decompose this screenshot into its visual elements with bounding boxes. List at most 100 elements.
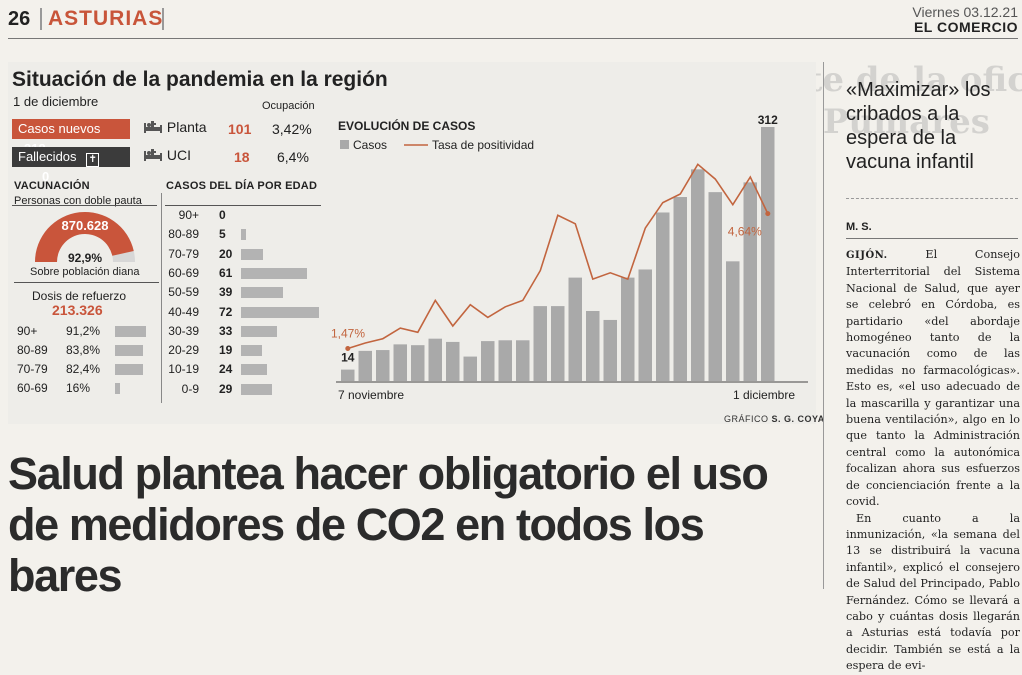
deaths-badge: Fallecidos ✝ 0 [12, 147, 130, 184]
infographic-date: 1 de diciembre [13, 94, 99, 109]
age-cases-value: 0 [219, 208, 226, 222]
dateline: GIJÓN. [846, 250, 888, 261]
booster-total: 213.326 [52, 302, 103, 318]
cases-bar [621, 277, 635, 381]
vaccinated-percent: 92,9% [68, 251, 102, 265]
occupancy-header: Ocupación [262, 100, 315, 112]
cases-bar [603, 319, 617, 381]
cases-bar [743, 182, 757, 381]
cases-bar [498, 340, 512, 381]
cases-bar [376, 350, 390, 381]
age-group: 50-59 [168, 285, 199, 300]
age-group: 70-79 [168, 246, 199, 261]
header-rule [8, 38, 1018, 39]
divider [162, 8, 164, 30]
age-cases-bar [241, 287, 284, 299]
side-article-title: «Maximizar» los cribados a la espera de … [846, 79, 991, 173]
first-rate-label: 1,47% [331, 327, 365, 341]
x-end-label: 1 diciembre [733, 388, 795, 402]
cases-bar [341, 369, 355, 381]
booster-pct: 82,4% [66, 362, 101, 376]
dashed-rule [846, 198, 1018, 203]
column-divider [823, 62, 824, 589]
cases-bar [533, 306, 547, 381]
cases-bar [428, 338, 442, 381]
booster-heading: Dosis de refuerzo [32, 289, 127, 303]
rate-point [345, 346, 351, 351]
age-group: 0-9 [181, 381, 199, 396]
booster-age: 70-79 [17, 362, 48, 376]
last-rate-label: 4,64% [728, 225, 762, 239]
age-group: 40-49 [168, 304, 199, 319]
age-group: 10-19 [168, 362, 199, 377]
rule [165, 205, 321, 206]
cases-bar [568, 277, 582, 381]
hospital-bed-icon [144, 121, 162, 133]
cases-by-age-heading: CASOS DEL DÍA POR EDAD [166, 180, 318, 192]
last-bar-label: 312 [758, 113, 778, 127]
booster-pct: 83,8% [66, 343, 101, 357]
hospital-value: 18 [234, 149, 250, 165]
first-bar-label: 14 [341, 351, 355, 365]
cases-bar [726, 261, 740, 381]
hospital-label: UCI [166, 147, 192, 163]
cross-icon: ✝ [86, 153, 100, 167]
booster-age: 60-69 [17, 381, 48, 395]
vaccination-subheading: Personas con doble pauta [14, 195, 142, 207]
x-start-label: 7 noviembre [338, 388, 404, 402]
age-group: 30-39 [168, 323, 199, 338]
cases-bar [673, 197, 687, 381]
rule [846, 238, 1018, 239]
age-cases-bar [241, 325, 277, 337]
age-cases-value: 29 [219, 381, 233, 396]
hospital-row-uci: UCI [143, 147, 192, 165]
gauge-caption: Sobre población diana [30, 266, 140, 278]
age-cases-value: 33 [219, 323, 233, 338]
age-cases-bar [241, 229, 247, 241]
cases-bar [761, 127, 775, 381]
positivity-rate-line [347, 163, 769, 350]
cases-bar [516, 340, 530, 381]
rate-point [765, 211, 771, 217]
vaccination-heading: VACUNACIÓN [14, 180, 90, 192]
legend-bars: Casos [353, 138, 387, 152]
issue-date: Viernes 03.12.21 [912, 4, 1018, 20]
legend-line: Tasa de positividad [432, 138, 534, 152]
hospital-row-planta: Planta [143, 119, 207, 137]
page-number: 26 [8, 8, 31, 30]
cases-bar [551, 306, 565, 381]
age-cases-bar [241, 345, 262, 357]
graphic-credit: GRÁFICO S. G. COYA [724, 414, 825, 424]
age-cases-bar [241, 267, 308, 279]
divider [40, 8, 42, 30]
age-cases-bar [241, 248, 263, 260]
hospital-count: 18 [234, 149, 250, 165]
age-cases-value: 39 [219, 285, 233, 300]
vaccinated-people: 870.628 [62, 218, 109, 233]
paragraph: GIJÓN. El Consejo Interterritorial del S… [846, 247, 1020, 511]
cases-bar [691, 169, 705, 381]
cases-evolution-chart: EVOLUCIÓN DE CASOS Casos Tasa de positiv… [331, 113, 808, 402]
hospital-count: 101 [228, 121, 252, 137]
age-group: 20-29 [168, 343, 199, 358]
cases-bar [586, 310, 600, 381]
cases-bar [638, 269, 652, 381]
main-headline: Salud plantea hacer obligatorio el uso d… [8, 448, 769, 601]
age-group: 90+ [178, 208, 199, 222]
chart-title: EVOLUCIÓN DE CASOS [338, 118, 475, 133]
cases-bar [708, 192, 722, 381]
cases-bar [481, 341, 495, 381]
booster-pct: 16% [66, 381, 91, 395]
booster-bar [115, 383, 121, 394]
age-cases-value: 61 [219, 265, 233, 280]
booster-bar [115, 345, 144, 356]
age-cases-bar [241, 306, 319, 318]
hospital-label: Planta [166, 119, 207, 135]
cases-bar [463, 356, 477, 381]
age-cases-value: 20 [219, 246, 233, 261]
cases-bar [411, 345, 425, 381]
newspaper-name: EL COMERCIO [913, 19, 1018, 35]
cases-bar [656, 212, 670, 381]
age-cases-value: 19 [219, 343, 233, 358]
new-cases-badge: Casos nuevos 312 [12, 119, 130, 156]
